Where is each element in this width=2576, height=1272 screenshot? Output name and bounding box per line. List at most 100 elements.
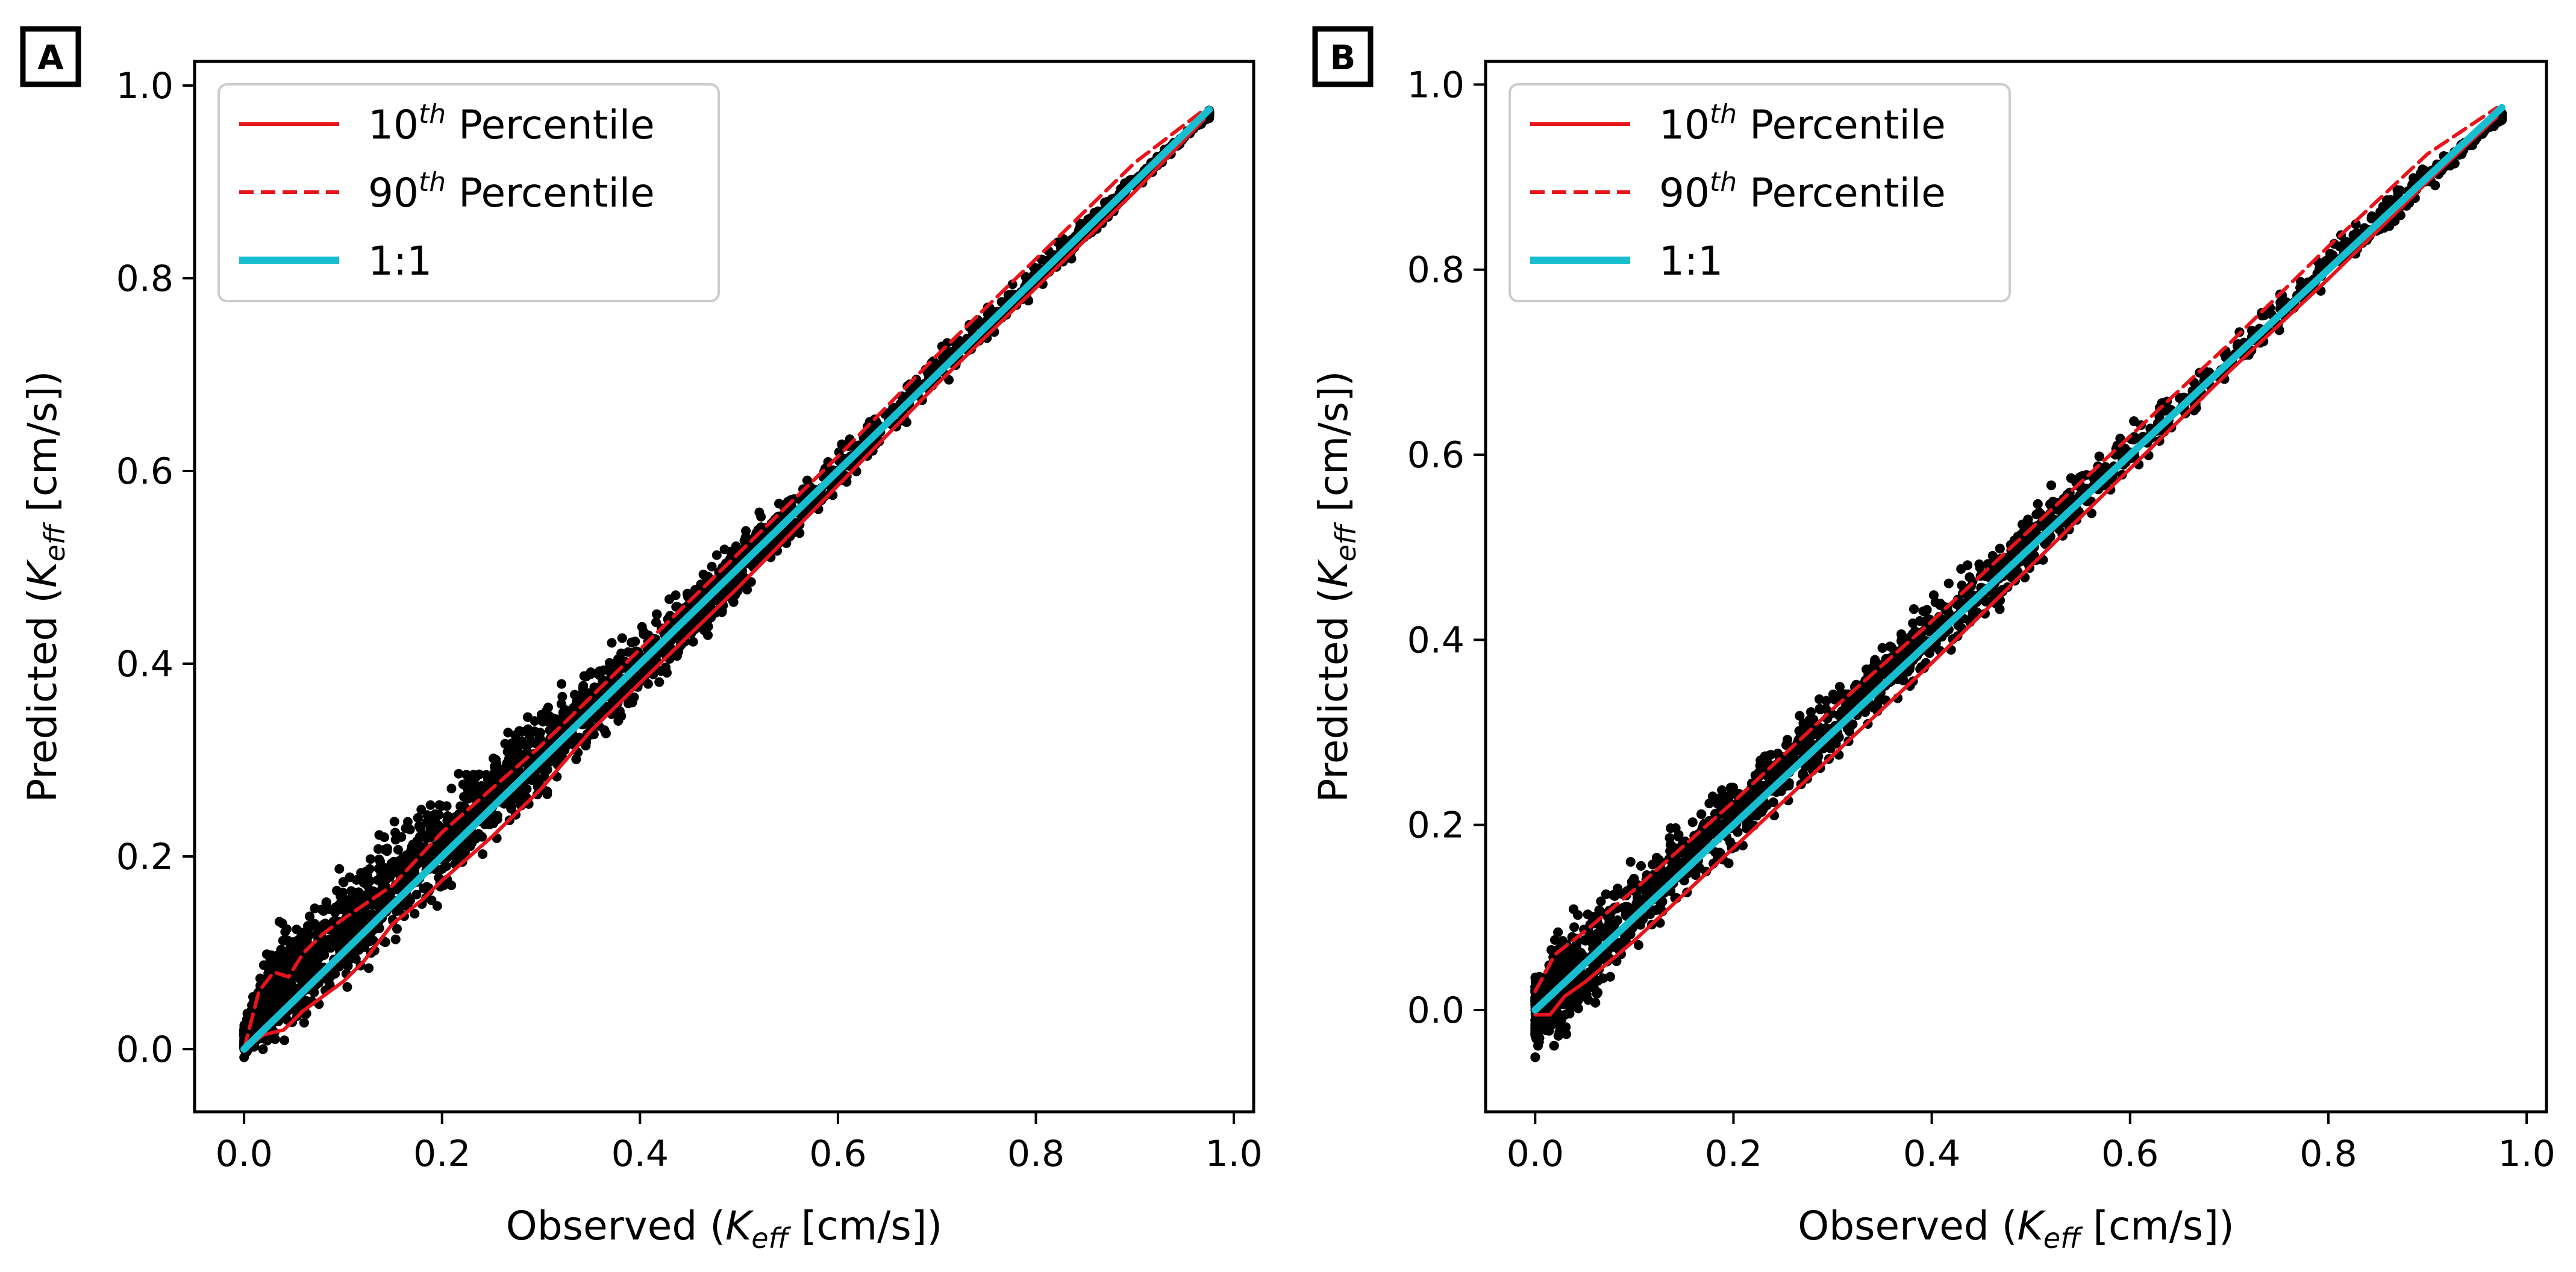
y-tick-label: 1.0 xyxy=(116,65,174,107)
scatter-point xyxy=(321,897,331,908)
legend-label-1: 90th Percentile xyxy=(368,167,655,216)
scatter-point xyxy=(421,817,431,828)
legend-label-0: 10th Percentile xyxy=(368,99,655,148)
scatter-point xyxy=(707,561,717,572)
scatter-point xyxy=(569,702,579,712)
scatter-point xyxy=(296,969,306,979)
scatter-point xyxy=(478,849,488,859)
scatter-point xyxy=(414,821,424,831)
scatter-point xyxy=(330,928,340,938)
scatter-point xyxy=(537,709,546,720)
scatter-point xyxy=(652,610,662,620)
scatter-point xyxy=(396,832,407,842)
scatter-point xyxy=(463,781,474,791)
scatter-point xyxy=(491,762,501,772)
scatter-point xyxy=(255,973,265,984)
scatter-point xyxy=(350,912,360,922)
scatter-point xyxy=(342,982,352,992)
scatter-point xyxy=(316,938,327,948)
scatter-point xyxy=(305,911,314,921)
scatter-point xyxy=(508,794,519,804)
y-tick-label: 0.2 xyxy=(116,836,174,878)
scatter-point xyxy=(374,864,384,874)
scatter-point xyxy=(278,935,288,946)
scatter-point xyxy=(557,679,567,689)
scatter-point xyxy=(390,934,401,944)
x-axis-label: Observed (Keff [cm/s]) xyxy=(506,1203,942,1255)
x-tick-label: 0.2 xyxy=(413,1133,470,1175)
scatter-point xyxy=(548,713,558,723)
scatter-point xyxy=(393,844,403,855)
scatter-point xyxy=(434,800,445,810)
scatter-point xyxy=(334,864,345,874)
scatter-point xyxy=(382,846,392,856)
scatter-point xyxy=(319,906,329,916)
scatter-point xyxy=(402,817,413,827)
scatter-point xyxy=(425,800,436,810)
scatter-point xyxy=(280,1035,290,1046)
chart-panel-a: 0.0 0.2 0.4 0.6 0.8 1.00.00.20.40.60.81.0Obse… xyxy=(19,26,1263,1255)
scatter-point xyxy=(274,988,284,999)
scatter-point xyxy=(416,805,427,815)
scatter-point xyxy=(578,684,588,694)
scatter-point xyxy=(454,768,464,779)
scatter-point xyxy=(279,946,289,956)
legend: 10th Percentile 90th Percentile 1:1 xyxy=(217,83,720,302)
scatter-point xyxy=(413,813,423,823)
scatter-point xyxy=(664,594,674,604)
scatter-point xyxy=(340,922,351,932)
scatter-point xyxy=(363,874,373,885)
x-tick-label: 1.0 xyxy=(1205,1133,1262,1175)
scatter-point xyxy=(366,934,376,944)
scatter-point xyxy=(405,825,415,835)
scatter-point xyxy=(446,881,457,890)
scatter-point xyxy=(411,890,422,900)
scatter-point xyxy=(366,854,375,864)
scatter-point xyxy=(802,475,812,485)
x-tick-label: 0.6 xyxy=(809,1133,866,1175)
scatter-point xyxy=(607,638,617,648)
scatter-point xyxy=(266,982,277,993)
scatter-point xyxy=(571,754,581,764)
scatter-point xyxy=(601,728,611,738)
scatter-point xyxy=(389,817,399,827)
scatter-point xyxy=(703,630,713,640)
scatter-point xyxy=(310,903,320,914)
scatter-point xyxy=(374,844,383,854)
scatter-point xyxy=(407,841,417,852)
scatter-point xyxy=(392,924,402,934)
scatter-point xyxy=(617,633,627,643)
y-tick-label: 0.6 xyxy=(116,450,174,493)
y-tick-label: 0.8 xyxy=(116,258,174,300)
scatter-point xyxy=(365,888,375,898)
scatter-point xyxy=(654,677,664,687)
scatter-point xyxy=(374,830,384,840)
scatter-point xyxy=(474,769,484,779)
scatter-point xyxy=(543,702,553,712)
scatter-point xyxy=(711,550,722,560)
scatter-point xyxy=(443,811,453,821)
x-tick-label: 0.8 xyxy=(1007,1133,1064,1175)
scatter-point xyxy=(277,918,287,929)
scatter-point xyxy=(523,712,533,722)
scatter-point xyxy=(390,867,401,877)
scatter-point xyxy=(522,784,532,794)
scatter-point xyxy=(627,637,637,647)
scatter-point xyxy=(345,872,355,882)
scatter-point xyxy=(503,728,513,738)
scatter-point xyxy=(530,726,540,737)
scatter-point xyxy=(586,669,596,679)
scatter-point xyxy=(333,937,342,947)
y-axis-label: Predicted (Keff [cm/s]) xyxy=(19,371,71,803)
scatter-point xyxy=(258,1044,268,1055)
scatter-point xyxy=(541,764,551,774)
chart-panel-b: 0.0 0.2 0.4 0.6 0.8 1.00.00.20.40.60.81.0Obse… xyxy=(1310,26,2556,1255)
legend-label-2: 1:1 xyxy=(368,238,432,284)
scatter-point xyxy=(557,691,567,702)
scatter-point xyxy=(513,736,522,746)
scatter-point xyxy=(484,819,495,829)
scatter-point xyxy=(514,726,525,736)
y-tick-label: 0.4 xyxy=(116,643,174,685)
scatter-point xyxy=(446,784,457,794)
